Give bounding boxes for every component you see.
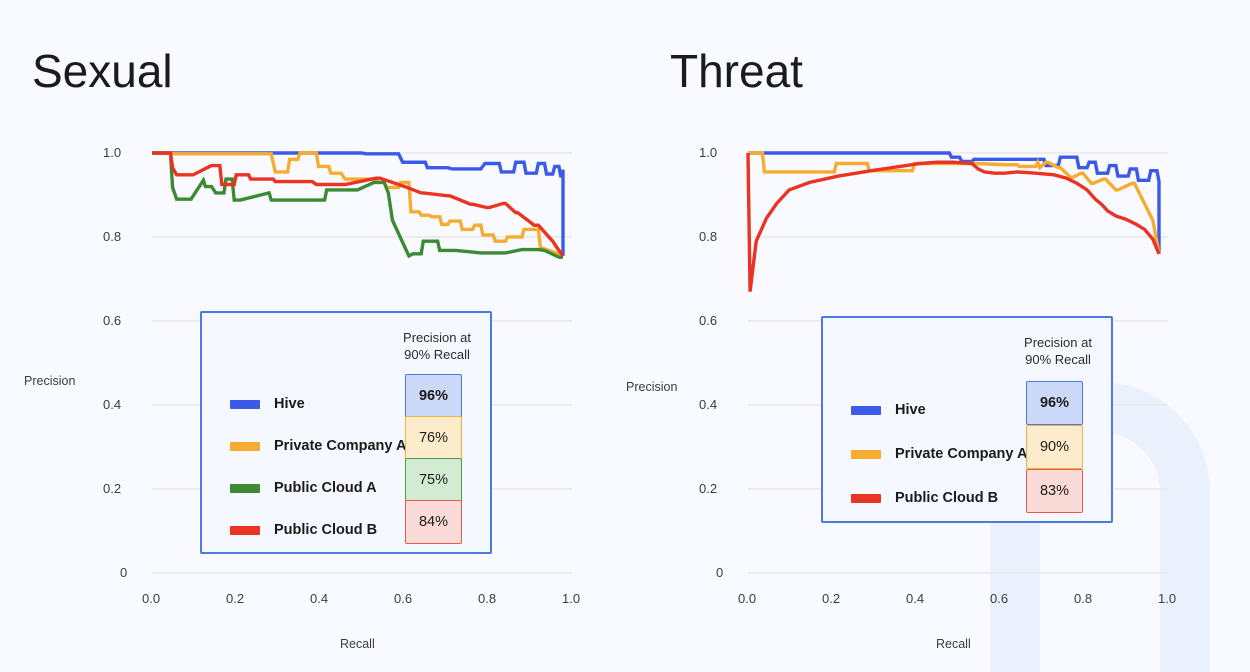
xlabel-threat: Recall [936, 637, 971, 651]
plot-area-threat: 1.0 0.8 0.6 0.4 0.2 0 0.0 0.2 0.4 0.6 0.… [625, 0, 1250, 672]
legend-swatch-public-cloud-a [230, 483, 260, 493]
panel-title-sexual: Sexual [32, 45, 173, 97]
panel-title-threat: Threat [670, 45, 803, 97]
xtick-threat-5: 1.0 [1158, 591, 1177, 606]
legend-swatch-private-company-a [230, 441, 260, 451]
xtick-sexual-2: 0.4 [310, 591, 329, 606]
ytick-sexual-0: 1.0 [103, 145, 122, 160]
legend-label-hive: Hive [274, 396, 305, 412]
pct-value-public-cloud-a: 75% [418, 472, 449, 488]
ytick-sexual-2: 0.6 [103, 313, 122, 328]
legend-label-public-cloud-b: Public Cloud B [274, 522, 378, 538]
ytick-threat-0: 1.0 [699, 145, 718, 160]
chart-panel-sexual: Sexual 1.0 0.8 0.6 0.4 0.2 0 0.0 0.2 [24, 45, 581, 651]
legend-label-public-cloud-b-threat: Public Cloud B [895, 490, 999, 506]
ylabel-sexual: Precision [24, 374, 76, 388]
legend-rows-sexual: Hive Private Company A Public Cloud A Pu… [230, 383, 406, 551]
ytick-threat-3: 0.4 [699, 397, 718, 412]
xtick-sexual-4: 0.8 [478, 591, 497, 606]
ytick-threat-2: 0.6 [699, 313, 718, 328]
ytick-threat-1: 0.8 [699, 229, 718, 244]
curve-public-cloud-b [152, 151, 565, 257]
legend-row-public-cloud-a[interactable]: Public Cloud A [230, 467, 406, 509]
pct-box-public-cloud-b: 84% [405, 500, 462, 544]
xtick-sexual-1: 0.2 [226, 591, 245, 606]
legend-swatch-hive [230, 399, 260, 409]
pct-box-hive-threat: 96% [1026, 381, 1083, 425]
legend-row-public-cloud-b-threat[interactable]: Public Cloud B [851, 476, 1027, 520]
legend-swatch-hive-threat [851, 405, 881, 415]
legend-label-public-cloud-a: Public Cloud A [274, 480, 377, 496]
ytick-threat-5: 0 [716, 565, 724, 580]
curve-private-company-a [748, 151, 1161, 255]
legend-row-hive[interactable]: Hive [230, 383, 406, 425]
chart-panel-threat: Threat 1.0 0.8 0.6 0.4 0.2 0 0.0 0.2 [625, 0, 1250, 672]
xtick-sexual-0: 0.0 [142, 591, 161, 606]
legend-row-private-company-a[interactable]: Private Company A [230, 425, 406, 467]
ytick-sexual-3: 0.4 [103, 397, 122, 412]
curve-private-company-a [152, 151, 564, 258]
pct-value-hive-threat: 96% [1039, 395, 1070, 411]
curve-public-cloud-b [746, 152, 1161, 292]
pct-value-public-cloud-b: 84% [418, 514, 449, 530]
curve-hive [748, 151, 1161, 254]
legend-threat: Precision at 90% Recall Hive Private Com… [821, 316, 1113, 523]
curves-threat [746, 151, 1161, 292]
curve-public-cloud-a [152, 151, 563, 259]
legend-label-private-company-a: Private Company A [274, 438, 407, 454]
xtick-sexual-5: 1.0 [562, 591, 581, 606]
legend-row-public-cloud-b[interactable]: Public Cloud B [230, 509, 406, 551]
pct-box-public-cloud-b-threat: 83% [1026, 469, 1083, 513]
legend-label-hive-threat: Hive [895, 402, 926, 418]
pct-value-public-cloud-b-threat: 83% [1039, 483, 1070, 499]
pct-box-private-company-a-threat: 90% [1026, 425, 1083, 469]
xtick-threat-3: 0.6 [990, 591, 1009, 606]
legend-label-private-company-a-threat: Private Company A [895, 446, 1028, 462]
xtick-threat-1: 0.2 [822, 591, 841, 606]
xtick-threat-4: 0.8 [1074, 591, 1093, 606]
legend-swatch-public-cloud-b [230, 525, 260, 535]
ytick-sexual-4: 0.2 [103, 481, 122, 496]
ytick-threat-4: 0.2 [699, 481, 718, 496]
legend-header-sexual: Precision at 90% Recall [403, 330, 471, 362]
ytick-sexual-1: 0.8 [103, 229, 122, 244]
xlabel-sexual: Recall [340, 637, 375, 651]
curves-sexual [152, 151, 565, 259]
legend-row-private-company-a-threat[interactable]: Private Company A [851, 432, 1027, 476]
legend-row-hive-threat[interactable]: Hive [851, 388, 1027, 432]
plot-area-sexual: 1.0 0.8 0.6 0.4 0.2 0 0.0 0.2 0.4 0.6 0.… [24, 145, 581, 651]
legend-swatch-public-cloud-b-threat [851, 493, 881, 503]
xtick-threat-0: 0.0 [738, 591, 757, 606]
pct-box-private-company-a: 76% [405, 416, 462, 460]
legend-header-threat: Precision at 90% Recall [1024, 335, 1092, 367]
pct-value-private-company-a: 76% [418, 430, 449, 446]
pct-value-hive: 96% [418, 388, 449, 404]
ytick-sexual-5: 0 [120, 565, 128, 580]
legend-rows-threat: Hive Private Company A Public Cloud B [851, 388, 1027, 520]
pct-box-public-cloud-a: 75% [405, 458, 462, 502]
legend-swatch-private-company-a-threat [851, 449, 881, 459]
pct-box-hive: 96% [405, 374, 462, 418]
precision-recall-svg-sexual [152, 151, 572, 574]
xtick-sexual-3: 0.6 [394, 591, 413, 606]
legend-sexual: Precision at 90% Recall Hive Private Com… [200, 311, 492, 554]
ylabel-threat: Precision [626, 380, 678, 394]
curve-hive [152, 151, 565, 256]
xtick-threat-2: 0.4 [906, 591, 925, 606]
pct-value-private-company-a-threat: 90% [1039, 439, 1070, 455]
